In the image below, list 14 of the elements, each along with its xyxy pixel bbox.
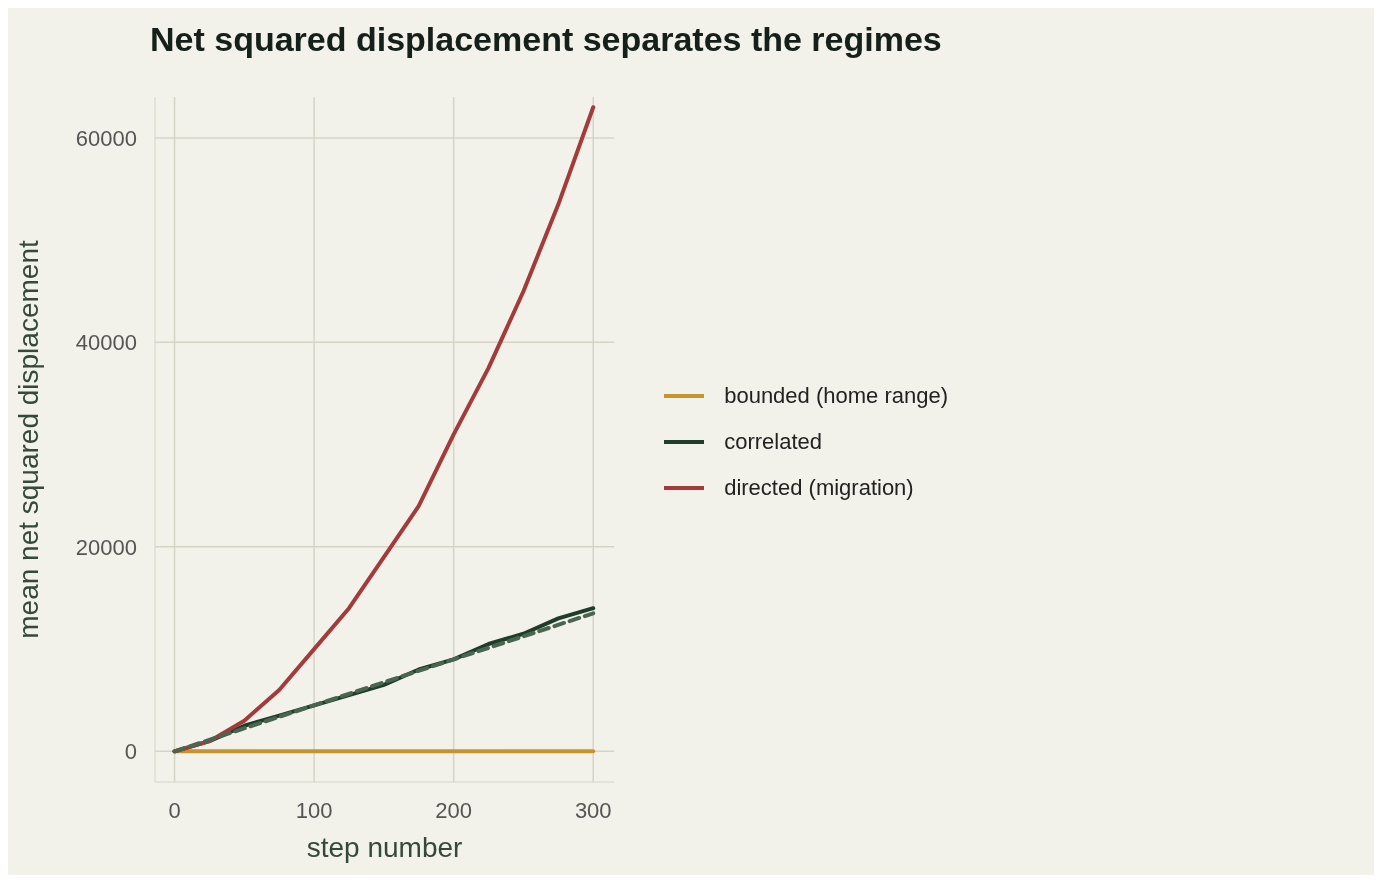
legend-label: bounded (home range) (724, 382, 948, 409)
legend-label: directed (migration) (724, 474, 914, 501)
y-tick-label: 40000 (75, 330, 137, 356)
y-tick-label: 20000 (75, 534, 137, 560)
x-tick-label: 100 (295, 797, 333, 823)
y-tick-label: 0 (124, 739, 137, 765)
x-tick-label: 200 (435, 797, 473, 823)
x-axis-title: step number (306, 832, 463, 863)
chart-title: Net squared displacement separates the regimes (150, 20, 942, 59)
x-tick-label: 300 (574, 797, 612, 823)
legend-label: correlated (724, 428, 823, 455)
y-tick-label: 60000 (75, 125, 137, 151)
x-tick-label: 0 (168, 797, 181, 823)
y-axis-title: mean net squared displacement (12, 240, 44, 639)
